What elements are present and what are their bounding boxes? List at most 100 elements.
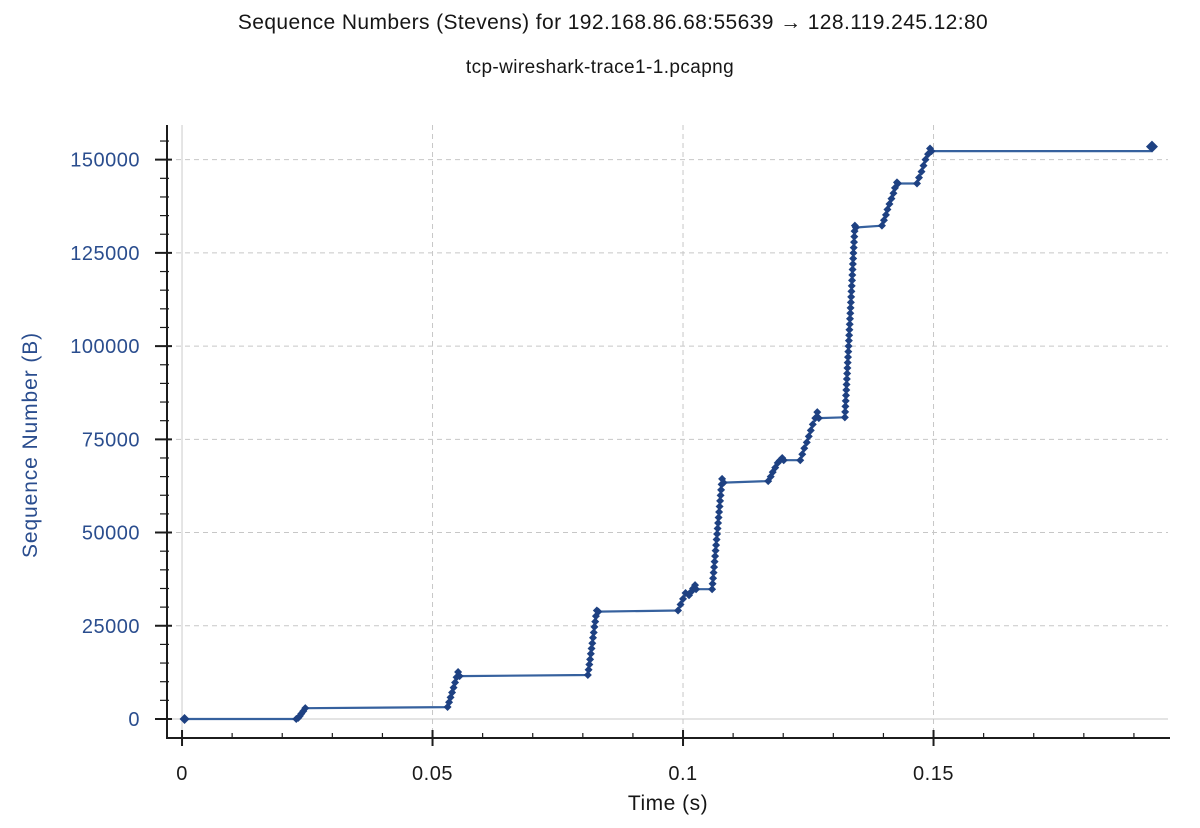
- data-point-marker: [712, 535, 721, 544]
- data-point-marker: [179, 713, 190, 724]
- data-point-marker: [847, 281, 856, 290]
- data-point-marker: [715, 507, 724, 516]
- data-point-marker: [585, 660, 594, 669]
- data-point-marker: [850, 232, 859, 241]
- data-point-marker: [808, 420, 817, 429]
- data-point-marker: [708, 579, 717, 588]
- data-point-marker: [713, 530, 722, 539]
- data-point-marker: [846, 314, 855, 323]
- data-point-marker: [586, 655, 595, 664]
- data-point-marker: [847, 287, 856, 296]
- data-point-marker: [710, 557, 719, 566]
- data-point-marker: [588, 639, 597, 648]
- x-tick-label: 0: [176, 763, 188, 785]
- data-point-marker: [849, 243, 858, 252]
- data-point-marker: [844, 342, 853, 351]
- data-point-marker: [849, 249, 858, 258]
- data-point-marker: [715, 502, 724, 511]
- x-tick-label: 0.15: [913, 763, 954, 785]
- data-point-marker: [813, 408, 822, 417]
- data-point-marker: [674, 606, 683, 615]
- data-point-marker: [1145, 140, 1158, 153]
- data-point-marker: [594, 607, 603, 616]
- data-point-marker: [841, 402, 850, 411]
- x-axis-title: Time (s): [627, 792, 709, 815]
- data-point-marker: [927, 147, 936, 156]
- y-tick-label: 50000: [82, 523, 140, 545]
- series-line: [184, 146, 1154, 721]
- data-point-marker: [848, 276, 857, 285]
- chart-title: Sequence Numbers (Stevens) for 192.168.8…: [237, 11, 989, 34]
- data-point-marker: [591, 617, 600, 626]
- data-point-marker: [711, 546, 720, 555]
- data-point-marker: [713, 524, 722, 533]
- data-point-marker: [714, 519, 723, 528]
- data-point-marker: [921, 155, 930, 164]
- y-tick-label: 100000: [70, 336, 140, 358]
- data-point-marker: [842, 380, 851, 389]
- data-point-marker: [848, 265, 857, 274]
- data-point-marker: [590, 622, 599, 631]
- data-point-marker: [846, 298, 855, 307]
- data-point-marker: [843, 358, 852, 367]
- data-point-marker: [455, 672, 464, 681]
- data-point-marker: [840, 413, 849, 422]
- data-point-marker: [843, 364, 852, 373]
- data-point-marker: [842, 385, 851, 394]
- data-point-marker: [717, 485, 726, 494]
- data-point-marker: [845, 320, 854, 329]
- data-point-marker: [301, 704, 310, 713]
- data-point-marker: [845, 325, 854, 334]
- data-point-marker: [588, 633, 597, 642]
- data-point-marker: [692, 585, 701, 594]
- y-tick-label: 75000: [82, 429, 140, 451]
- data-point-marker: [584, 665, 593, 674]
- data-point-marker: [844, 336, 853, 345]
- x-tick-label: 0.05: [412, 763, 453, 785]
- y-tick-label: 25000: [82, 616, 140, 638]
- data-point-marker: [848, 270, 857, 279]
- data-point-marker: [848, 260, 857, 269]
- data-point-marker: [814, 414, 823, 423]
- data-point-marker: [914, 173, 923, 182]
- data-point-marker: [586, 649, 595, 658]
- data-point-marker: [800, 444, 809, 453]
- y-tick-label: 150000: [70, 150, 140, 172]
- data-point-marker: [844, 353, 853, 362]
- data-point-marker: [676, 600, 685, 609]
- data-point-marker: [846, 309, 855, 318]
- data-point-marker: [841, 396, 850, 405]
- data-point-marker: [841, 407, 850, 416]
- data-point-marker: [587, 644, 596, 653]
- data-point-marker: [842, 391, 851, 400]
- data-point-marker: [844, 347, 853, 356]
- y-tick-label: 125000: [70, 243, 140, 265]
- chart-subtitle: tcp-wireshark-trace1-1.pcapng: [465, 57, 735, 78]
- data-point-marker: [842, 374, 851, 383]
- data-point-marker: [850, 238, 859, 247]
- data-point-marker: [845, 331, 854, 340]
- data-point-marker: [716, 491, 725, 500]
- x-tick-label: 0.1: [668, 763, 697, 785]
- axis-frame: [166, 125, 1170, 739]
- data-point-marker: [846, 303, 855, 312]
- data-point-marker: [851, 223, 860, 232]
- y-tick-label: 0: [128, 709, 140, 731]
- data-point-marker: [893, 179, 902, 188]
- data-point-marker: [714, 513, 723, 522]
- data-point-marker: [709, 574, 718, 583]
- data-point-marker: [679, 594, 688, 603]
- data-point-marker: [710, 563, 719, 572]
- data-point-marker: [719, 478, 728, 487]
- data-point-marker: [709, 568, 718, 577]
- data-point-marker: [712, 541, 721, 550]
- data-point-marker: [716, 496, 725, 505]
- data-point-marker: [843, 369, 852, 378]
- data-point-marker: [847, 292, 856, 301]
- data-point-marker: [708, 585, 717, 594]
- data-point-marker: [589, 628, 598, 637]
- data-point-marker: [711, 552, 720, 561]
- data-point-marker: [779, 456, 788, 465]
